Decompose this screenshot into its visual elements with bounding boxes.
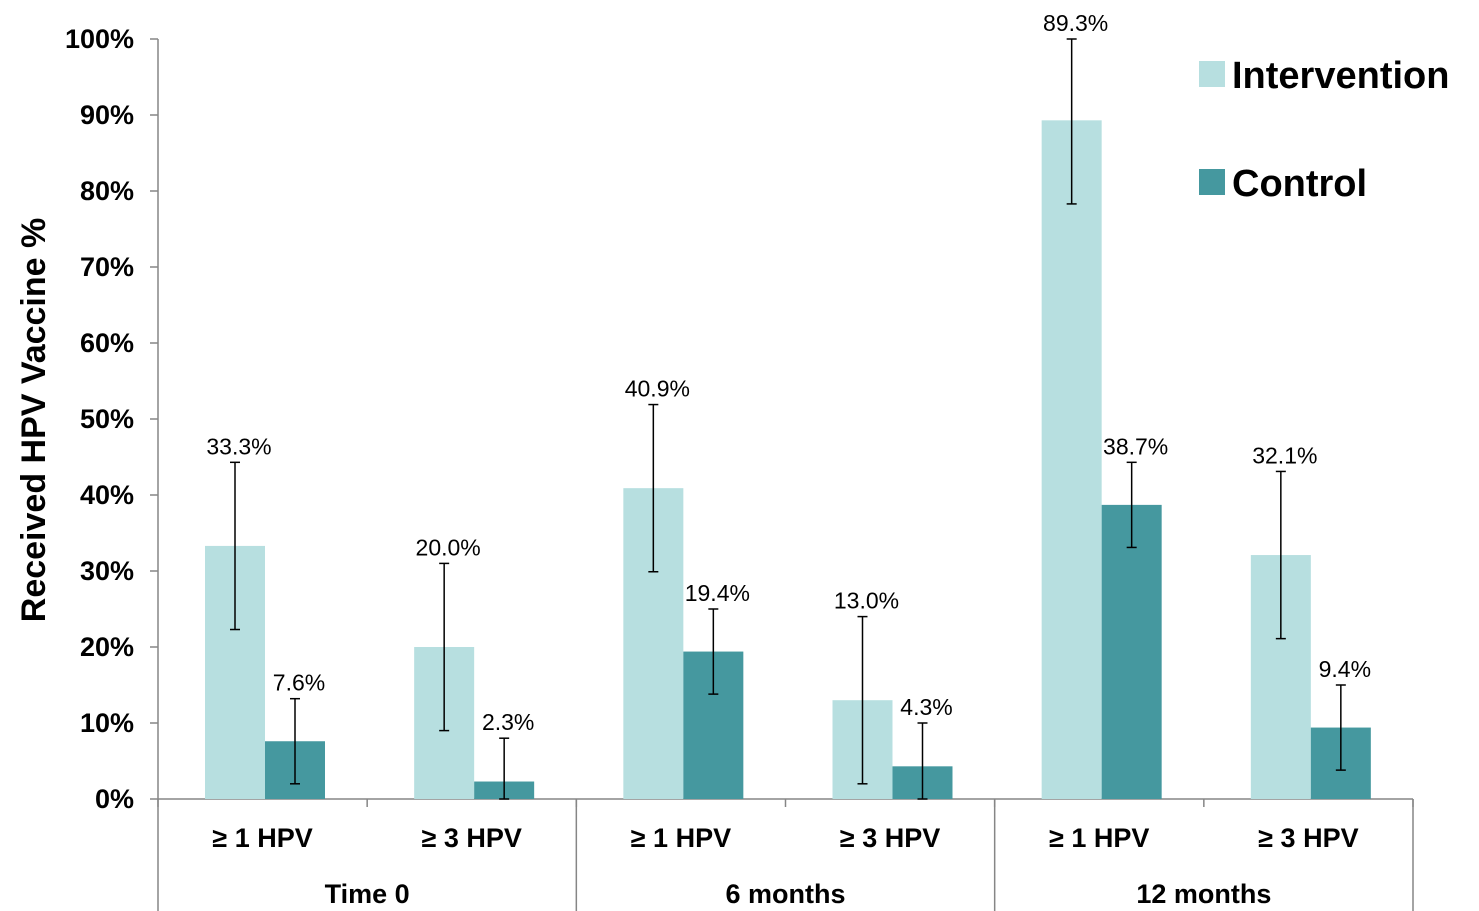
x-category-label: ≥ 3 HPV: [1258, 823, 1358, 853]
control-data-label: 9.4%: [1319, 656, 1371, 682]
data-labels: 33.3% 20.0% 40.9% 13.0% 89.3% 32.1% 7.6% 2.3% 19…: [206, 10, 1371, 735]
y-tick-label: 80%: [80, 176, 134, 206]
legend-swatch: [1199, 61, 1225, 87]
control-data-label: 38.7%: [1103, 433, 1168, 459]
control-data-label: 19.4%: [685, 580, 750, 606]
intervention-data-label: 13.0%: [834, 588, 899, 614]
bars: [205, 120, 1371, 799]
y-tick-label: 40%: [80, 480, 134, 510]
intervention-data-label: 40.9%: [625, 376, 690, 402]
x-category-label: ≥ 3 HPV: [840, 823, 940, 853]
x-axis-categories: ≥ 1 HPV ≥ 3 HPV ≥ 1 HPV ≥ 3 HPV ≥ 1 HPV ≥ 3 H…: [212, 823, 1358, 909]
legend: Intervention Control: [1199, 55, 1449, 205]
x-category-label: ≥ 1 HPV: [212, 823, 312, 853]
y-axis-title: Received HPV Vaccine %: [15, 218, 53, 622]
y-tick-label: 10%: [80, 708, 134, 738]
control-data-label: 4.3%: [900, 694, 952, 720]
intervention-data-label: 89.3%: [1043, 10, 1108, 36]
control-data-label: 2.3%: [482, 709, 534, 735]
y-tick-label: 90%: [80, 100, 134, 130]
y-tick-label: 100%: [65, 24, 134, 54]
y-tick-label: 20%: [80, 632, 134, 662]
intervention-data-label: 32.1%: [1252, 442, 1317, 468]
legend-swatch: [1199, 169, 1225, 195]
y-tick-label: 0%: [95, 784, 134, 814]
y-axis-ticks: 0% 10% 20% 30% 40% 50% 60% 70% 80% 90% 100%: [65, 24, 158, 814]
y-tick-label: 30%: [80, 556, 134, 586]
control-data-label: 7.6%: [273, 670, 325, 696]
x-category-label: ≥ 3 HPV: [422, 823, 522, 853]
x-group-label: 12 months: [1136, 879, 1271, 909]
x-group-label: 6 months: [725, 879, 845, 909]
intervention-data-label: 33.3%: [206, 433, 271, 459]
legend-label: Intervention: [1232, 55, 1449, 97]
x-category-label: ≥ 1 HPV: [1049, 823, 1149, 853]
intervention-data-label: 20.0%: [416, 534, 481, 560]
control-bar: [1101, 504, 1162, 799]
y-tick-label: 50%: [80, 404, 134, 434]
y-axis-title-group: Received HPV Vaccine %: [15, 218, 53, 622]
x-category-label: ≥ 1 HPV: [631, 823, 731, 853]
x-group-label: Time 0: [325, 879, 410, 909]
y-tick-label: 60%: [80, 328, 134, 358]
intervention-bar: [1041, 120, 1102, 799]
y-tick-label: 70%: [80, 252, 134, 282]
legend-label: Control: [1232, 163, 1367, 205]
error-bars: [230, 38, 1346, 800]
